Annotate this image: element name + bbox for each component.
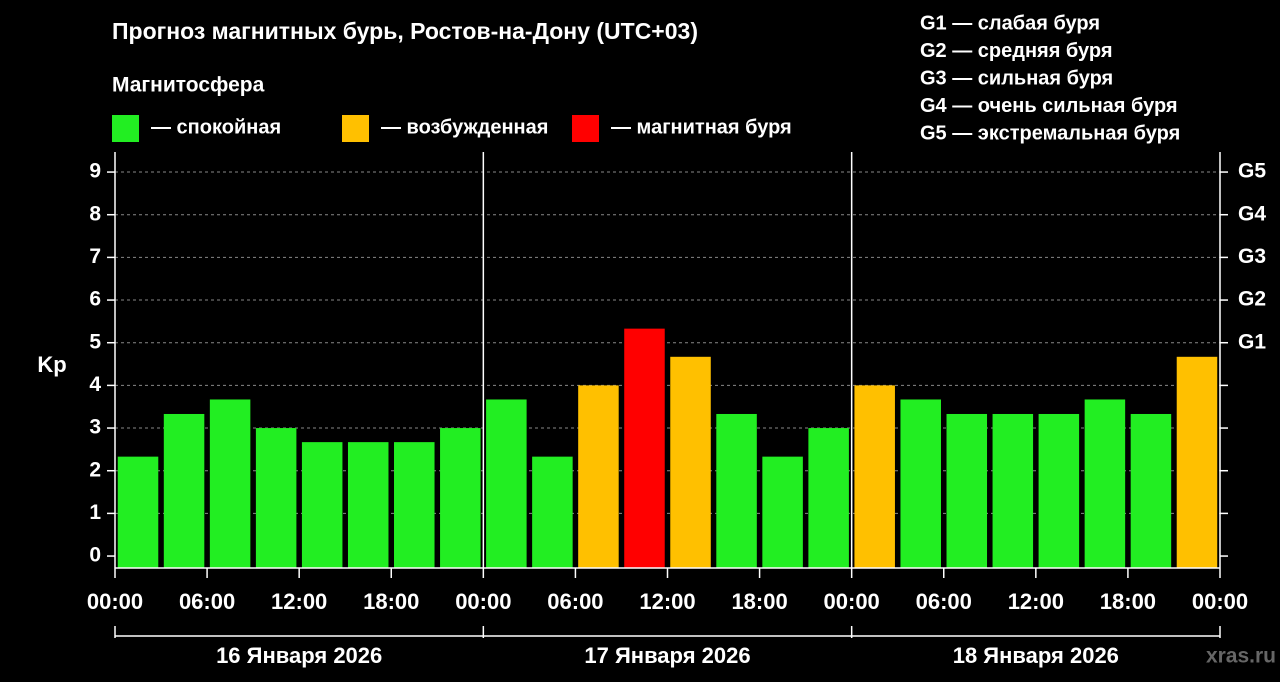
x-tick-label: 00:00 <box>455 589 511 614</box>
y-tick-label: 9 <box>89 160 101 183</box>
bar <box>992 413 1034 568</box>
bar <box>209 399 251 568</box>
bar <box>163 413 205 568</box>
y-tick-label: 1 <box>89 501 101 524</box>
bar <box>716 413 757 568</box>
x-tick-label: 00:00 <box>1192 589 1248 614</box>
legend-swatch <box>572 115 599 142</box>
chart-title: Прогноз магнитных бурь, Ростов-на-Дону (… <box>112 18 698 44</box>
bar <box>900 399 941 568</box>
bar <box>624 328 665 568</box>
bar <box>670 356 711 568</box>
y2-tick-label: G5 <box>1238 160 1266 183</box>
bar <box>486 399 527 568</box>
x-tick-label: 06:00 <box>547 589 603 614</box>
legend-swatch <box>112 115 139 142</box>
bar <box>255 428 297 568</box>
x-tick-label: 12:00 <box>639 589 695 614</box>
bar <box>808 428 849 568</box>
g-legend-item: G3 — сильная буря <box>920 67 1113 89</box>
x-tick-label: 12:00 <box>1008 589 1064 614</box>
bar <box>301 442 343 568</box>
y2-tick-label: G2 <box>1238 288 1266 311</box>
y2-tick-label: G3 <box>1238 245 1266 268</box>
bar <box>394 442 435 568</box>
bar <box>117 456 159 568</box>
legend-swatch <box>342 115 369 142</box>
legend-label: — магнитная буря <box>611 116 792 138</box>
bar <box>946 413 988 568</box>
y-tick-label: 5 <box>89 330 101 353</box>
bar <box>1084 399 1126 568</box>
day-label: 16 Января 2026 <box>216 643 382 668</box>
bar <box>1176 356 1218 568</box>
bar <box>762 456 803 568</box>
y2-tick-label: G4 <box>1238 202 1266 225</box>
x-tick-label: 18:00 <box>1100 589 1156 614</box>
legend-label: — спокойная <box>151 116 281 138</box>
legend-label: — возбужденная <box>381 116 548 138</box>
day-label: 17 Января 2026 <box>584 643 750 668</box>
x-tick-label: 00:00 <box>824 589 880 614</box>
y-tick-label: 0 <box>89 544 101 567</box>
g-legend-item: G2 — средняя буря <box>920 40 1113 62</box>
y-tick-label: 2 <box>89 458 101 481</box>
x-tick-label: 00:00 <box>87 589 143 614</box>
y-tick-label: 7 <box>89 245 101 268</box>
watermark: xras.ru <box>1206 645 1276 668</box>
g-legend-item: G5 — экстремальная буря <box>920 122 1180 144</box>
bar <box>1130 413 1172 568</box>
x-tick-label: 06:00 <box>916 589 972 614</box>
bar <box>854 385 895 568</box>
bar <box>440 428 481 568</box>
x-tick-label: 12:00 <box>271 589 327 614</box>
bar <box>347 442 389 568</box>
x-tick-label: 06:00 <box>179 589 235 614</box>
y-tick-label: 4 <box>89 373 101 396</box>
bar <box>532 456 573 568</box>
y-tick-label: 3 <box>89 416 101 439</box>
g-legend-item: G1 — слабая буря <box>920 12 1100 34</box>
y-tick-label: 6 <box>89 288 101 311</box>
bar <box>578 385 619 568</box>
x-tick-label: 18:00 <box>731 589 787 614</box>
y-tick-label: 8 <box>89 202 101 225</box>
bar <box>1038 413 1080 568</box>
g-legend-item: G4 — очень сильная буря <box>920 95 1178 117</box>
y-axis-label: Kp <box>37 352 66 377</box>
day-label: 18 Января 2026 <box>953 643 1119 668</box>
legend-title: Магнитосфера <box>112 74 265 97</box>
y2-tick-label: G1 <box>1238 330 1266 353</box>
x-tick-label: 18:00 <box>363 589 419 614</box>
